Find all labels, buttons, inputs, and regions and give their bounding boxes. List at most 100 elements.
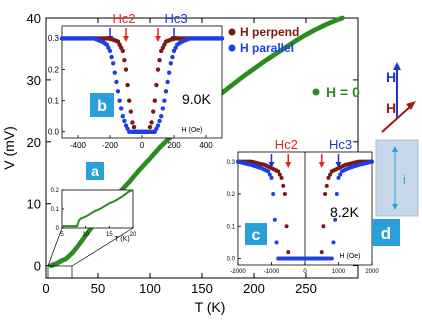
diagram-badge: [372, 219, 400, 246]
inset-a-x-tick-label: 15: [106, 232, 113, 238]
inset-b-point-parallel: [122, 118, 127, 124]
inset-c-point-parallel: [334, 191, 339, 196]
inset-c-point-perpend: [276, 169, 281, 174]
inset-c-point-parallel: [331, 240, 336, 245]
inset-c-temperature: 8.2K: [330, 204, 359, 220]
zoom-connector-left: [47, 227, 63, 267]
inset-b-x-tick-label: 0: [140, 141, 145, 150]
inset-b-point-parallel: [159, 114, 164, 119]
inset-a-y-tick-label: 0.1: [51, 207, 60, 213]
legend-marker-h-parallel: [228, 44, 236, 52]
vertical-field-label: H: [386, 69, 396, 85]
inset-b-point-parallel: [112, 70, 118, 75]
inset-b-point-perpend: [125, 82, 130, 88]
legend-marker-h-perpend: [228, 28, 236, 36]
inset-c-marker-arrowhead: [268, 162, 275, 168]
main-x-tick-label: 100: [139, 281, 161, 296]
inset-b-point-perpend: [130, 120, 135, 125]
inset-c-ticks: -2000 -1000 0 1000 2000 0.0 0.1 0.2 0.3: [227, 152, 379, 275]
main-y-tick-label: 40: [27, 11, 41, 26]
inset-c-point-parallel: [333, 217, 338, 222]
inset-c-marker-arrowhead: [285, 162, 292, 168]
inset-a-x-tick-label: 10: [82, 232, 89, 238]
inset-c-point-parallel: [370, 159, 374, 164]
inset-b-point-parallel: [160, 106, 165, 111]
inset-b-point-parallel: [219, 36, 225, 41]
inset-c-series-points: [236, 159, 374, 261]
main-x-tick-label: 0: [42, 281, 49, 296]
inset-b: -400 -200 0 200 400 0.0 0.1 0.2 0.3 Hc2 Hc3 H (Oe…: [48, 11, 225, 150]
inset-c-point-parallel: [266, 169, 271, 174]
inset-c-x-label: H (Oe): [340, 253, 361, 260]
inset-c-marker-label-hc3: Hc3: [329, 137, 352, 152]
inset-b-point-perpend: [147, 124, 153, 130]
inset-c-badge: [245, 223, 267, 245]
inset-b-point-perpend: [155, 67, 161, 72]
inset-c-point-perpend: [286, 250, 291, 255]
inset-c-point-perpend: [282, 191, 287, 196]
inset-c-marker-label-hc2: Hc2: [275, 137, 298, 152]
inset-b-temperature: 9.0K: [182, 91, 211, 107]
inset-c-x-tick-label: 0: [303, 269, 307, 275]
zoom-box: [47, 265, 73, 279]
inset-b-y-tick-label: 0.1: [48, 96, 60, 105]
inset-b-point-parallel: [163, 89, 169, 94]
tilted-field-arrowhead: [406, 101, 416, 110]
inset-b-point-perpend: [123, 67, 129, 72]
inset-b-point-perpend: [131, 124, 137, 130]
main-x-tick-label: 150: [191, 281, 213, 296]
inset-c-point-perpend: [279, 175, 284, 180]
inset-c-point-parallel: [271, 191, 276, 196]
inset-b-point-perpend: [127, 98, 132, 103]
inset-c-point-parallel: [272, 217, 277, 222]
inset-a-x-label: T (K): [114, 236, 129, 243]
inset-a-y-tick-label: 0.2: [51, 188, 60, 194]
inset-b-point-parallel: [120, 114, 126, 119]
legend-label-h-zero: H = 0: [326, 84, 360, 100]
inset-c-point-parallel: [267, 172, 272, 177]
inset-c-point-perpend: [277, 172, 282, 177]
inset-c-point-parallel: [274, 240, 279, 245]
inset-b-badge: [90, 93, 114, 117]
inset-b-point-perpend: [128, 109, 133, 114]
inset-c-point-perpend: [326, 175, 331, 180]
inset-b-frame: [61, 25, 223, 139]
inset-c-field-markers: Hc2 Hc3: [268, 137, 352, 168]
inset-c-point-parallel: [269, 175, 274, 180]
main-y-tick-label: 20: [27, 135, 41, 150]
inset-b-point-parallel: [162, 98, 167, 103]
inset-b-x-tick-label: 400: [199, 141, 213, 150]
inset-c-point-perpend: [319, 250, 324, 255]
inset-b-x-tick-label: 200: [167, 141, 181, 150]
inset-b-marker-arrowhead: [123, 36, 129, 42]
inset-c-marker-arrowhead: [335, 162, 342, 168]
tilted-field-arrow: [381, 104, 413, 133]
inset-c-y-tick-label: 0.1: [227, 224, 236, 230]
inset-b-point-parallel: [157, 118, 162, 124]
inset-b-y-tick-label: 0.2: [48, 65, 60, 74]
inset-b-point-perpend: [120, 48, 126, 54]
inset-c-point-perpend: [328, 172, 333, 177]
inset-c-point-perpend: [284, 224, 289, 229]
inset-legend: H perpend H parallel: [228, 25, 299, 55]
inset-b-badge-label: b: [97, 98, 107, 115]
inset-a-line: [62, 189, 134, 228]
main-x-tick-label: 200: [243, 281, 265, 296]
main-x-tick-label: 250: [295, 281, 317, 296]
field-orientation-diagram: H H i d: [372, 62, 419, 246]
inset-b-point-perpend: [151, 109, 156, 114]
legend-label-h-parallel: H parallel: [240, 41, 294, 55]
inset-b-x-label: H (Oe): [182, 127, 203, 134]
inset-a: 5 10 15 20 0 0.1 0.2 T (K) a: [51, 162, 137, 243]
main-y-tick-label: 10: [27, 197, 41, 212]
inset-b-point-perpend: [157, 58, 162, 63]
inset-c-y-tick-label: 0.3: [227, 160, 236, 166]
current-arrowhead-down: [392, 204, 398, 210]
inset-a-ticks: 5 10 15 20 0 0.1 0.2: [51, 188, 137, 238]
inset-b-marker-label-hc2: Hc2: [112, 11, 135, 26]
inset-b-x-tick-label: -400: [70, 141, 87, 150]
main-y-axis-label: V (mV): [1, 126, 17, 170]
inset-b-point-parallel: [167, 70, 172, 75]
inset-c-y-tick-label: 0.2: [227, 192, 236, 198]
